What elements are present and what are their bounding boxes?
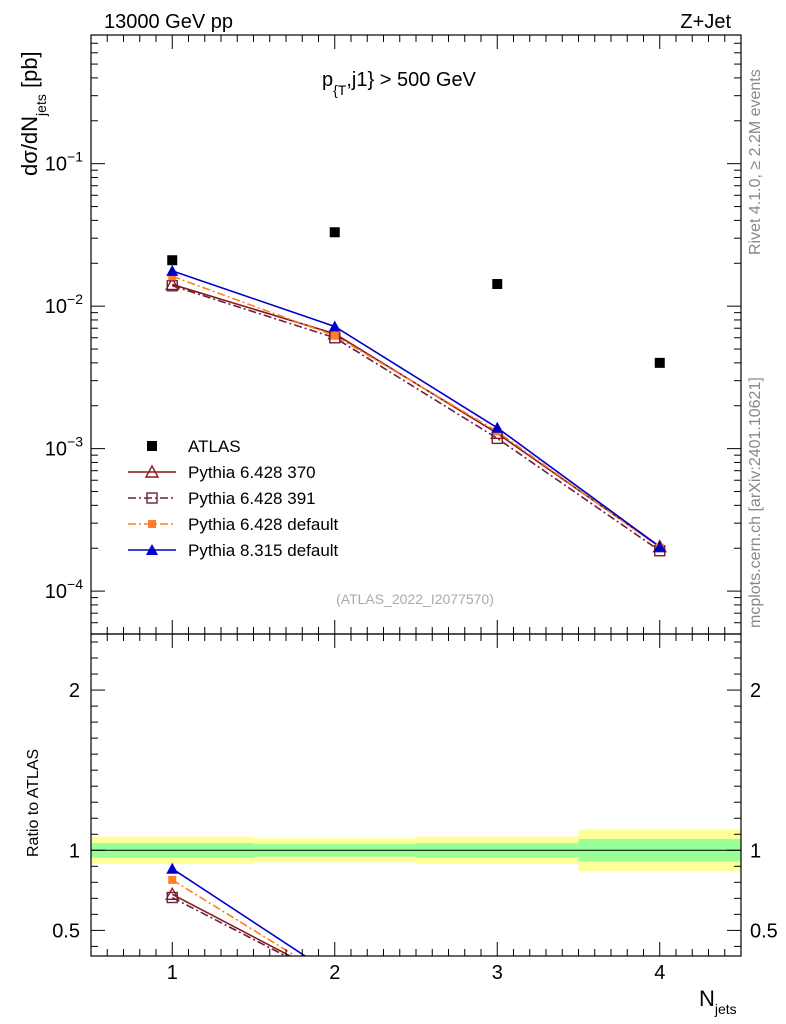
y-tick-label-−4: 10−4	[45, 576, 83, 603]
marker-atlas-4	[654, 357, 665, 368]
rivet-label: Rivet 4.1.0, ≥ 2.2M events	[747, 69, 764, 255]
y-tick-label-−2: 10−2	[45, 291, 83, 318]
data-markers	[165, 227, 667, 904]
x-tick-label-2: 2	[329, 962, 340, 984]
marker-pythia-8-315-default-4	[653, 540, 666, 552]
main-line-pythia-6-428-default	[171, 275, 661, 549]
uncertainty-bands	[91, 829, 741, 872]
ratio-marker-pythia-6-428-370-1	[165, 886, 180, 901]
main-series-lines	[171, 270, 661, 552]
legend: ATLAS Pythia 6.428 370 Pythia 6.428 391 Pyt…	[128, 437, 339, 560]
y-tick-label-−1: 10−1	[45, 149, 83, 176]
plot-title: p{T,j1} > 500 GeV	[322, 69, 477, 98]
marker-pythia-6-428-default-1	[168, 272, 177, 281]
header-right-title: Z+Jet	[680, 11, 731, 33]
marker-atlas-2	[329, 227, 340, 238]
ratio-tick-label-left-1: 1	[69, 840, 80, 862]
marker-atlas-3	[492, 279, 503, 290]
legend-marker-pythia-8-315-default	[146, 544, 158, 555]
y-tick-label-−3: 10−3	[45, 434, 83, 461]
ratio-tick-label-right-1: 1	[750, 840, 761, 862]
legend-label-pythia-6-428-default: Pythia 6.428 default	[188, 515, 339, 534]
ratio-line-pythia-6-428-default	[171, 879, 297, 956]
marker-atlas-1	[167, 255, 178, 266]
marker-pythia-6-428-391-1	[166, 280, 178, 292]
ratio-tick-label-left-2: 2	[69, 680, 80, 702]
legend-marker-pythia-6-428-391	[146, 492, 158, 504]
x-tick-label-1: 1	[167, 962, 178, 984]
legend-marker-pythia-6-428-default	[148, 520, 156, 528]
marker-pythia-6-428-default-2	[330, 331, 339, 340]
main-ylabel: dσ/dNjets [pb]	[17, 51, 49, 176]
header-left-title: 13000 GeV pp	[104, 11, 233, 33]
marker-pythia-8-315-default-1	[166, 264, 179, 276]
ratio-ylabel: Ratio to ATLAS	[25, 749, 42, 857]
legend-label-pythia-6-428-370: Pythia 6.428 370	[188, 463, 316, 482]
marker-pythia-8-315-default-3	[491, 421, 504, 433]
ratio-series-lines	[171, 868, 307, 956]
legend-marker-atlas	[147, 441, 157, 451]
ratio-plot-frame	[90, 633, 742, 957]
ratio-line-pythia-6-428-391	[171, 896, 288, 956]
x-axis-label: Njets	[699, 986, 737, 1017]
x-tick-label-3: 3	[492, 962, 503, 984]
axes: 1 2 3 4 10−1 10−2 10−3 10−4 0.5 0.5 1 1 2 2	[45, 34, 778, 984]
legend-label-atlas: ATLAS	[188, 437, 241, 456]
x-tick-label-4: 4	[654, 962, 665, 984]
ratio-marker-pythia-6-428-391-1	[166, 891, 178, 904]
main-line-pythia-8-315-default	[171, 270, 661, 548]
ratio-marker-pythia-6-428-default-1	[168, 875, 177, 884]
legend-marker-pythia-6-428-370	[144, 464, 160, 478]
ratio-tick-label-right-0.5: 0.5	[750, 920, 778, 942]
mcplots-label: mcplots.cern.ch [arXiv:2401.10621]	[747, 377, 764, 628]
ratio-line-pythia-6-428-370	[171, 893, 292, 956]
ratio-tick-label-left-0.5: 0.5	[52, 920, 80, 942]
main-line-pythia-6-428-391	[172, 285, 661, 552]
marker-pythia-6-428-370-1	[165, 276, 180, 291]
legend-label-pythia-8-315-default: Pythia 8.315 default	[188, 541, 339, 560]
marker-pythia-8-315-default-2	[328, 320, 341, 332]
ratio-marker-pythia-8-315-default-1	[166, 862, 179, 874]
analysis-watermark: (ATLAS_2022_I2077570)	[336, 591, 494, 607]
ratio-line-pythia-8-315-default	[171, 868, 307, 956]
legend-label-pythia-6-428-391: Pythia 6.428 391	[188, 489, 316, 508]
ratio-tick-label-right-2: 2	[750, 680, 761, 702]
